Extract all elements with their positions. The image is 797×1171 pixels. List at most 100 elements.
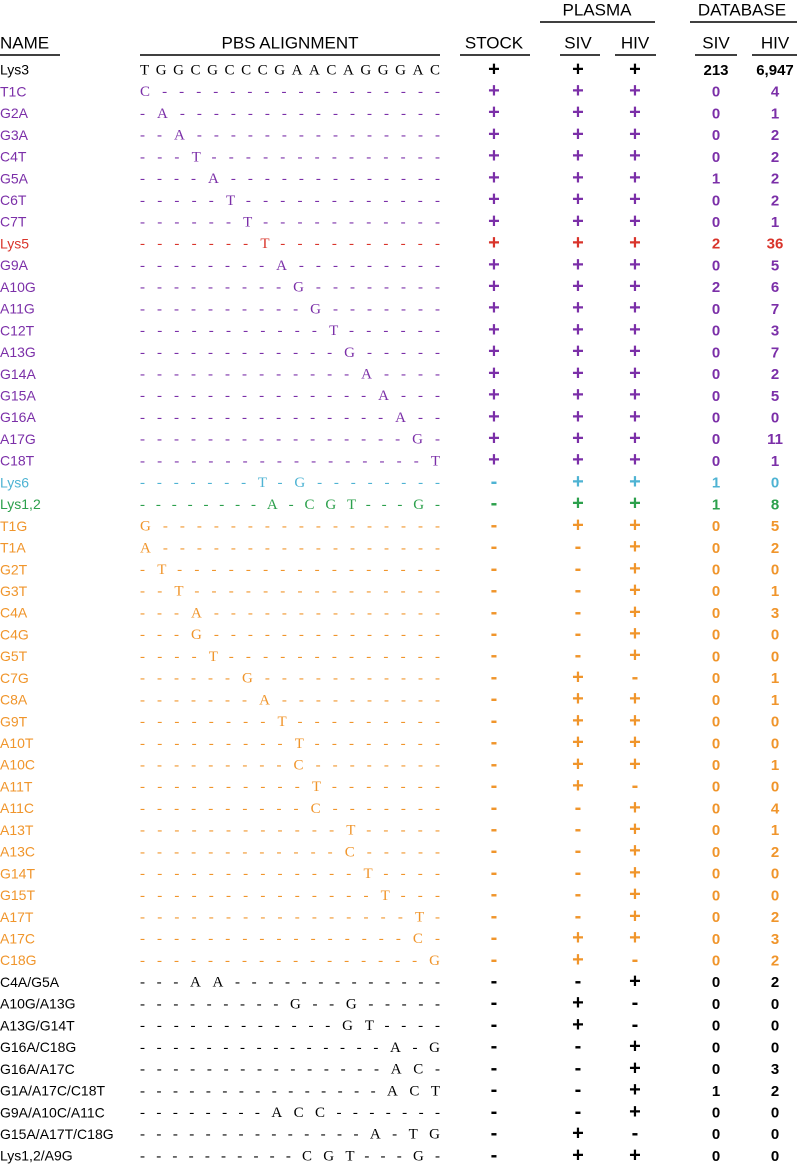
count: 0 — [771, 1148, 779, 1165]
row-name: A10T — [0, 735, 34, 751]
count: 5 — [771, 388, 779, 405]
count: 0 — [771, 714, 779, 731]
row-name: G15A/A17T/C18G — [0, 1126, 114, 1142]
column-header: SIV — [702, 33, 730, 52]
presence-mark: + — [629, 580, 641, 602]
count: 3 — [771, 605, 779, 622]
count: 1 — [771, 757, 779, 774]
presence-mark: - — [491, 645, 498, 667]
row-name: A11G — [0, 301, 35, 317]
alignment: ------G----------- — [140, 671, 440, 687]
presence-mark: - — [632, 1123, 639, 1145]
presence-mark: - — [491, 688, 498, 710]
presence-mark: - — [491, 884, 498, 906]
presence-mark: + — [629, 254, 641, 276]
presence-mark: + — [572, 362, 584, 384]
presence-mark: + — [572, 319, 584, 341]
row-name: G9T — [0, 713, 28, 729]
presence-mark: - — [491, 623, 498, 645]
presence-mark: + — [629, 601, 641, 623]
presence-mark: + — [572, 384, 584, 406]
count: 1 — [771, 105, 779, 122]
count: 2 — [771, 844, 779, 861]
count: 0 — [712, 540, 720, 557]
count: 1 — [712, 475, 720, 492]
count: 0 — [712, 257, 720, 274]
row-name: A17T — [0, 909, 34, 925]
count: 4 — [771, 800, 780, 817]
row-name: A13G/G14T — [0, 1017, 75, 1033]
count: 0 — [712, 1148, 720, 1165]
alignment: TGGCGCCCGAACAGGGAC — [140, 62, 440, 78]
count: 7 — [771, 344, 779, 361]
count: 3 — [771, 323, 779, 340]
alignment: -----------T------ — [140, 323, 440, 339]
alignment: --------A-CGT---G- — [140, 497, 440, 513]
row-name: C12T — [0, 322, 35, 338]
count: 0 — [771, 996, 779, 1013]
row-name: G16A — [0, 409, 36, 425]
alignment: --------ACC------- — [140, 1105, 440, 1121]
presence-mark: + — [572, 949, 584, 971]
presence-mark: - — [575, 1079, 582, 1101]
count: 1 — [712, 1083, 720, 1100]
presence-mark: + — [572, 254, 584, 276]
row-name: G3T — [0, 583, 28, 599]
count: 0 — [712, 822, 720, 839]
count: 0 — [712, 627, 720, 644]
presence-mark: - — [491, 927, 498, 949]
count: 0 — [712, 149, 720, 166]
presence-mark: + — [629, 275, 641, 297]
presence-mark: - — [491, 1057, 498, 1079]
alignment: ---T-------------- — [140, 149, 440, 165]
presence-mark: - — [491, 1101, 498, 1123]
count: 0 — [712, 605, 720, 622]
presence-mark: - — [575, 1057, 582, 1079]
presence-mark: + — [572, 80, 584, 102]
alignment: --T--------------- — [140, 584, 440, 600]
presence-mark: - — [632, 666, 639, 688]
count: 1 — [712, 496, 720, 513]
alignment: A----------------- — [140, 540, 440, 556]
presence-mark: + — [629, 449, 641, 471]
row-name: A10G — [0, 279, 36, 295]
count: 0 — [712, 105, 720, 122]
presence-mark: - — [491, 514, 498, 536]
row-name: C18T — [0, 453, 35, 469]
presence-mark: + — [572, 710, 584, 732]
presence-mark: + — [488, 406, 500, 428]
presence-mark: + — [629, 102, 641, 124]
row-name: A13T — [0, 822, 34, 838]
presence-mark: + — [629, 58, 641, 80]
presence-mark: - — [491, 732, 498, 754]
presence-mark: + — [629, 145, 641, 167]
presence-mark: + — [629, 167, 641, 189]
alignment: ---------------AC- — [140, 1062, 440, 1078]
presence-mark: + — [572, 493, 584, 515]
row-name: A17G — [0, 431, 36, 447]
count: 0 — [712, 670, 720, 687]
row-name: A11C — [0, 800, 34, 816]
presence-mark: - — [491, 666, 498, 688]
presence-mark: + — [629, 1079, 641, 1101]
count: 0 — [771, 627, 779, 644]
presence-mark: + — [629, 232, 641, 254]
alignment: --------A--------- — [140, 258, 440, 274]
presence-mark: + — [488, 232, 500, 254]
count: 0 — [771, 887, 779, 904]
alignment: --------------A--- — [140, 388, 440, 404]
presence-mark: + — [629, 818, 641, 840]
count: 2 — [771, 974, 779, 991]
presence-mark: + — [572, 514, 584, 536]
presence-mark: + — [572, 666, 584, 688]
row-name: C4G — [0, 626, 29, 642]
presence-mark: - — [575, 818, 582, 840]
presence-mark: + — [629, 210, 641, 232]
count: 1 — [771, 583, 779, 600]
count: 0 — [771, 1018, 779, 1035]
row-name: G5A — [0, 170, 29, 186]
row-name: C8A — [0, 692, 28, 708]
count: 0 — [771, 1126, 779, 1143]
count: 0 — [712, 388, 720, 405]
alignment: ------------T----- — [140, 823, 440, 839]
